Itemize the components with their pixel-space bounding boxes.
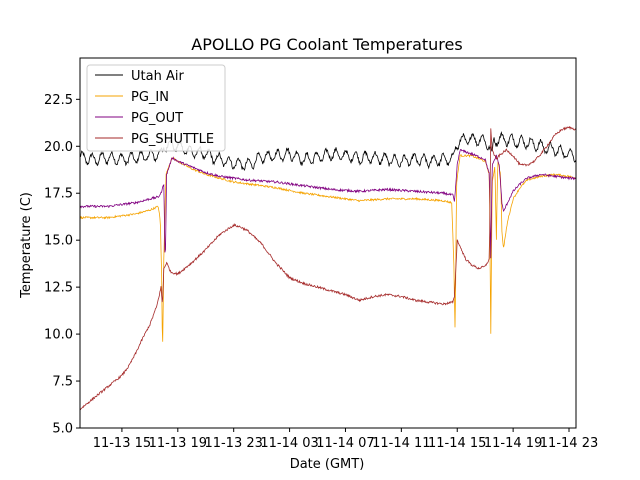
x-axis-label: Date (GMT) — [290, 457, 365, 472]
legend-label-pg-out: PG_OUT — [131, 111, 183, 126]
y-tick-label: 22.5 — [44, 93, 73, 108]
y-axis-label: Temperature (C) — [19, 192, 34, 299]
y-tick-label: 15.0 — [44, 234, 73, 249]
legend-box — [86, 64, 226, 152]
series-line-pg-shuttle — [80, 125, 576, 411]
x-tick-label: 11-13 19 — [149, 436, 207, 451]
x-tick-label: 11-14 19 — [484, 436, 542, 451]
series-line-pg-out — [80, 148, 576, 259]
plot-frame — [79, 57, 577, 429]
y-tick-label: 7.5 — [52, 375, 73, 390]
ticks: 5.07.510.012.515.017.520.022.511-13 1511… — [44, 93, 598, 451]
x-tick-label: 11-14 03 — [260, 436, 318, 451]
y-tick-label: 10.0 — [44, 328, 73, 343]
x-tick-label: 11-13 23 — [204, 436, 262, 451]
x-tick-label: 11-14 15 — [428, 436, 486, 451]
legend-label-pg-shuttle: PG_SHUTTLE — [131, 132, 214, 147]
x-tick-label: 11-14 23 — [540, 436, 598, 451]
y-tick-label: 17.5 — [44, 187, 73, 202]
x-tick-label: 11-14 11 — [372, 436, 430, 451]
y-tick-label: 12.5 — [44, 281, 73, 296]
legend: Utah Air PG_IN PG_OUT PG_SHUTTLE — [86, 64, 226, 152]
chart-title: APOLLO PG Coolant Temperatures — [191, 35, 462, 54]
x-tick-label: 11-13 15 — [93, 436, 151, 451]
x-tick-label: 11-14 07 — [316, 436, 374, 451]
y-tick-label: 5.0 — [52, 422, 73, 437]
series-layer — [80, 125, 576, 411]
series-line-pg-in — [80, 154, 576, 342]
legend-label-utah-air: Utah Air — [131, 69, 184, 84]
y-tick-label: 20.0 — [44, 140, 73, 155]
legend-label-pg-in: PG_IN — [131, 90, 169, 105]
